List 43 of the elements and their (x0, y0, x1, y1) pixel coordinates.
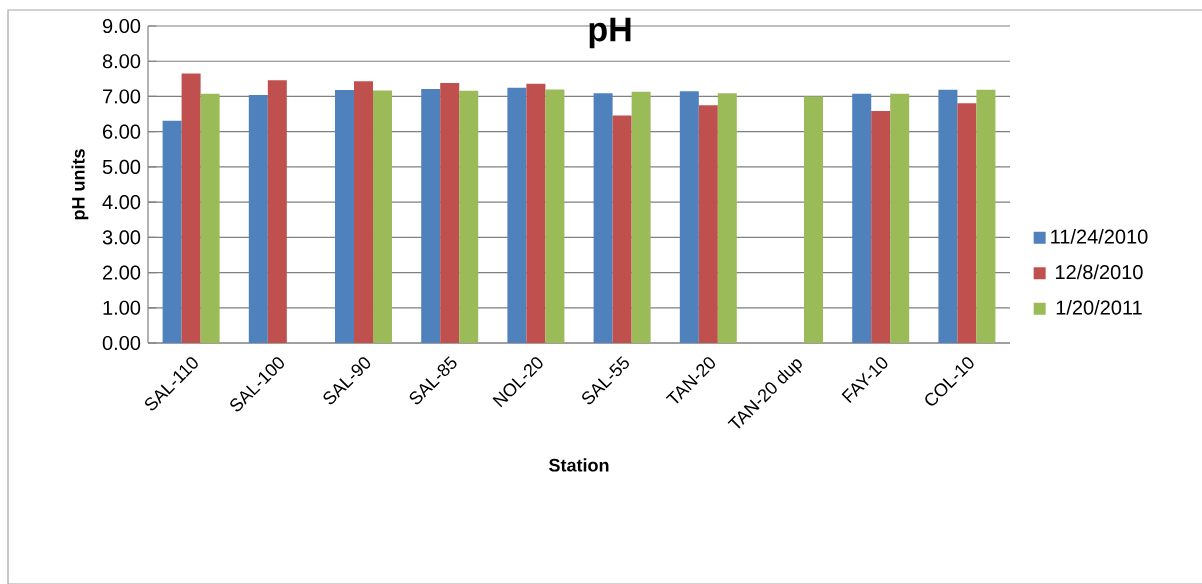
bar (162, 120, 182, 343)
bar (373, 90, 393, 343)
y-tick-label: 2.00 (103, 265, 141, 280)
y-tick-label: 9.00 (102, 18, 141, 34)
bar (200, 93, 220, 343)
legend-label: 12/8/2010 (1056, 264, 1143, 280)
chart-title: pH (589, 17, 631, 49)
bar (335, 90, 355, 343)
y-axis-title: pH units (71, 149, 89, 220)
bar (631, 91, 651, 343)
bar (440, 83, 460, 343)
bar (871, 110, 891, 343)
bar (957, 103, 977, 343)
bar (890, 93, 910, 343)
bar (612, 115, 632, 343)
x-axis-title: Station (549, 458, 609, 472)
bar (976, 89, 996, 343)
bar (267, 80, 287, 343)
legend-label: 11/24/2010 (1051, 229, 1148, 244)
bar (459, 90, 479, 343)
bar (507, 87, 527, 343)
bar (526, 83, 546, 343)
bar (804, 96, 824, 343)
y-tick-label: 4.00 (102, 195, 141, 210)
bar (181, 73, 201, 343)
bar (698, 105, 718, 343)
legend-label: 1/20/2011 (1056, 300, 1142, 315)
y-tick-label: 5.00 (102, 159, 141, 174)
bar (248, 95, 268, 343)
bar (717, 93, 737, 343)
bar (679, 91, 699, 343)
y-tick-label: 0.00 (102, 335, 141, 351)
bar (593, 93, 613, 343)
bar (545, 89, 565, 343)
y-tick-label: 1.00 (103, 300, 141, 315)
bar (938, 89, 958, 343)
bar (354, 81, 374, 343)
y-tick-label: 3.00 (102, 230, 141, 245)
y-tick-label: 8.00 (102, 54, 141, 69)
bar (852, 93, 872, 343)
y-tick-label: 7.00 (103, 89, 141, 104)
y-tick-label: 6.00 (103, 124, 141, 139)
bar (421, 89, 441, 343)
